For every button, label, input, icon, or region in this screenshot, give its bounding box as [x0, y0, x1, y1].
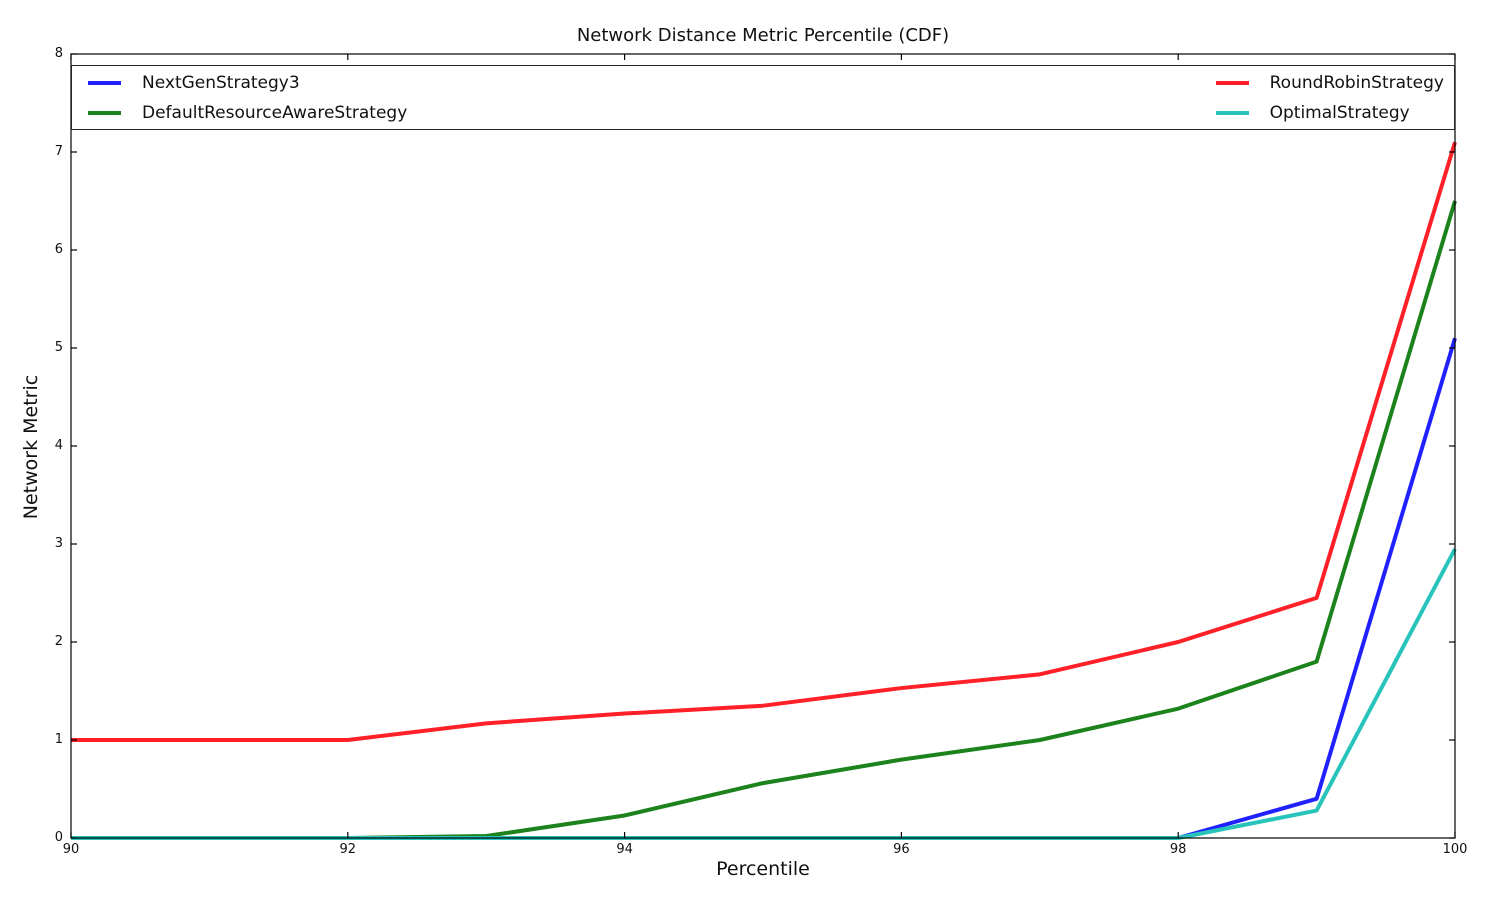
legend-item-DefaultResourceAwareStrategy: DefaultResourceAwareStrategy	[88, 98, 407, 128]
legend-item-NextGenStrategy3: NextGenStrategy3	[88, 68, 407, 98]
y-tick-label: 2	[54, 634, 63, 649]
chart-title: Network Distance Metric Percentile (CDF)	[576, 25, 950, 46]
axes-frame	[70, 53, 1456, 839]
x-tick-label: 98	[1169, 842, 1187, 857]
x-tick-label: 92	[339, 842, 357, 857]
y-tick-label: 7	[54, 144, 63, 159]
legend-column-left: NextGenStrategy3 DefaultResourceAwareStra…	[88, 68, 407, 128]
series-line-DefaultResourceAwareStrategy	[71, 200, 1457, 840]
legend-line-icon	[88, 80, 121, 85]
legend-label: DefaultResourceAwareStrategy	[142, 102, 408, 123]
legend-label: OptimalStrategy	[1269, 102, 1410, 123]
legend-line-icon	[1215, 110, 1249, 115]
legend-item-RoundRobinStrategy: RoundRobinStrategy	[1215, 68, 1444, 98]
y-tick-label: 1	[54, 732, 63, 747]
series-line-OptimalStrategy	[71, 547, 1457, 840]
legend-line-icon	[1215, 80, 1249, 85]
legend-label: RoundRobinStrategy	[1269, 72, 1444, 93]
legend-line-icon	[88, 110, 121, 115]
series-line-RoundRobinStrategy	[71, 141, 1457, 742]
x-tick-label: 96	[893, 842, 910, 857]
y-tick-label: 0	[54, 830, 63, 845]
x-tick-label: 100	[1442, 842, 1468, 857]
x-axis-label: Percentile	[716, 858, 810, 880]
series-line-NextGenStrategy3	[71, 337, 1457, 840]
x-tick-label: 90	[62, 842, 80, 857]
legend-item-OptimalStrategy: OptimalStrategy	[1215, 98, 1444, 128]
legend: NextGenStrategy3 DefaultResourceAwareStra…	[71, 65, 1455, 130]
x-tick-label: 94	[616, 842, 633, 857]
y-tick-label: 4	[54, 438, 63, 453]
legend-column-right: RoundRobinStrategy OptimalStrategy	[1215, 68, 1444, 128]
y-tick-label: 8	[54, 46, 63, 61]
y-axis-label: Network Metric	[20, 374, 42, 520]
y-tick-label: 6	[54, 242, 63, 257]
y-tick-label: 5	[54, 340, 63, 355]
legend-label: NextGenStrategy3	[142, 72, 300, 93]
y-tick-label: 3	[54, 536, 63, 551]
